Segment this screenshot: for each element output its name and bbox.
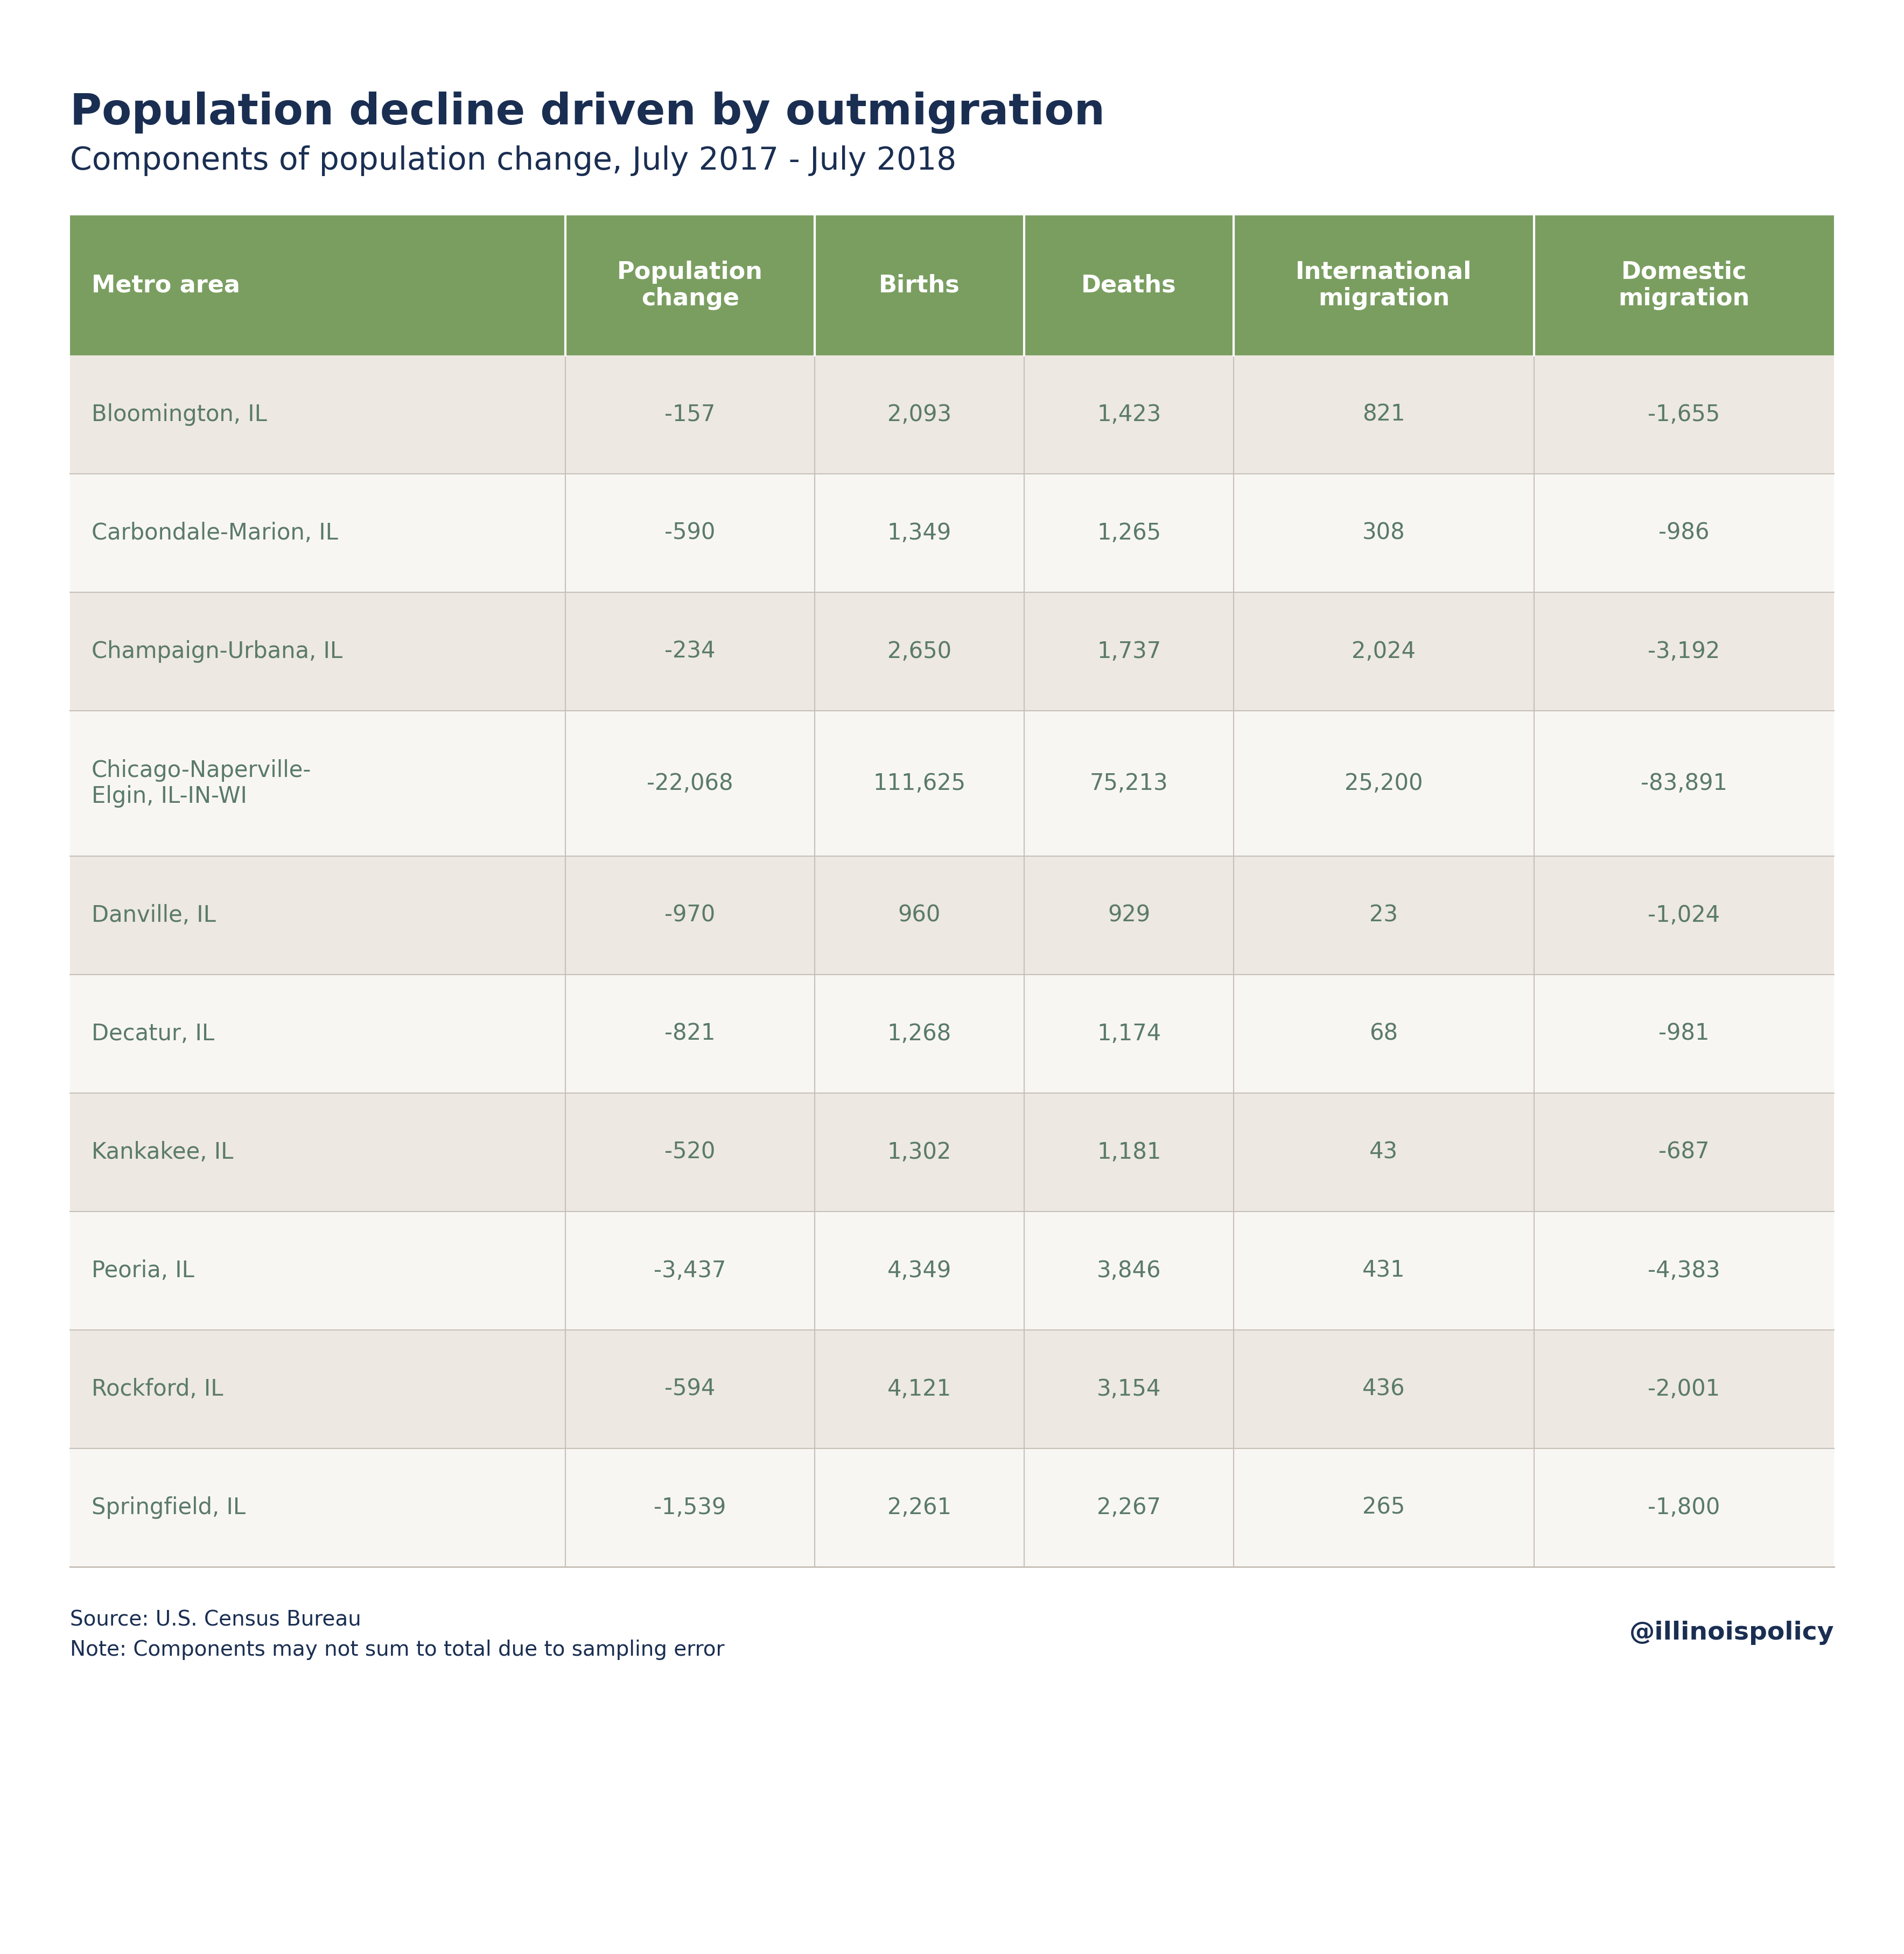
Text: Domestic
migration: Domestic migration (1618, 260, 1750, 311)
Text: Source: U.S. Census Bureau: Source: U.S. Census Bureau (70, 1610, 362, 1630)
Text: 960: 960 (899, 905, 941, 926)
Bar (70, 215, 565, 356)
Text: 1,268: 1,268 (887, 1022, 952, 1045)
Text: Note: Components may not sum to total due to sampling error: Note: Components may not sum to total du… (70, 1639, 725, 1661)
Text: 1,737: 1,737 (1097, 641, 1161, 662)
Bar (70, 592, 1834, 711)
Bar (70, 473, 1834, 592)
Text: -3,192: -3,192 (1647, 641, 1719, 662)
Text: Population
change: Population change (617, 260, 764, 311)
Text: 4,121: 4,121 (887, 1378, 952, 1401)
Text: Decatur, IL: Decatur, IL (91, 1022, 215, 1045)
Text: -1,800: -1,800 (1647, 1497, 1719, 1518)
Bar (1535, 215, 1834, 356)
Bar (815, 215, 1024, 356)
Text: Kankakee, IL: Kankakee, IL (91, 1141, 234, 1163)
Text: Bloomington, IL: Bloomington, IL (91, 403, 267, 426)
Text: -1,655: -1,655 (1647, 403, 1719, 426)
Text: 68: 68 (1369, 1022, 1398, 1045)
Text: 4,349: 4,349 (887, 1260, 952, 1282)
Text: Deaths: Deaths (1081, 274, 1177, 297)
Bar (1234, 215, 1535, 356)
Text: -687: -687 (1658, 1141, 1710, 1163)
Text: -83,891: -83,891 (1641, 772, 1727, 795)
Bar (70, 356, 1834, 473)
Text: 2,093: 2,093 (887, 403, 952, 426)
Text: -821: -821 (664, 1022, 716, 1045)
Text: 1,174: 1,174 (1097, 1022, 1161, 1045)
Text: Metro area: Metro area (91, 274, 240, 297)
Text: -970: -970 (664, 905, 716, 926)
Bar (70, 856, 1834, 975)
Bar (70, 1331, 1834, 1448)
Text: Champaign-Urbana, IL: Champaign-Urbana, IL (91, 641, 343, 662)
Text: Danville, IL: Danville, IL (91, 905, 215, 926)
Bar (70, 1092, 1834, 1211)
Text: Chicago-Naperville-
Elgin, IL-IN-WI: Chicago-Naperville- Elgin, IL-IN-WI (91, 758, 312, 807)
Text: 1,265: 1,265 (1097, 522, 1161, 545)
Text: 2,267: 2,267 (1097, 1497, 1161, 1518)
Text: -3,437: -3,437 (653, 1260, 725, 1282)
Text: 2,024: 2,024 (1352, 641, 1417, 662)
Text: 25,200: 25,200 (1344, 772, 1422, 795)
Text: 3,846: 3,846 (1097, 1260, 1161, 1282)
Bar (70, 1211, 1834, 1331)
Text: -1,539: -1,539 (653, 1497, 725, 1518)
Text: 821: 821 (1363, 403, 1405, 426)
Text: -157: -157 (664, 403, 716, 426)
Text: 1,302: 1,302 (887, 1141, 952, 1163)
Text: -1,024: -1,024 (1647, 905, 1719, 926)
Text: Population decline driven by outmigration: Population decline driven by outmigratio… (70, 92, 1104, 133)
Text: 929: 929 (1108, 905, 1150, 926)
Text: 23: 23 (1369, 905, 1398, 926)
Text: Carbondale-Marion, IL: Carbondale-Marion, IL (91, 522, 339, 545)
Text: -234: -234 (664, 641, 716, 662)
Text: -986: -986 (1658, 522, 1710, 545)
Text: -981: -981 (1658, 1022, 1710, 1045)
Text: -22,068: -22,068 (647, 772, 733, 795)
Text: 1,423: 1,423 (1097, 403, 1161, 426)
Text: 43: 43 (1369, 1141, 1398, 1163)
Text: 75,213: 75,213 (1089, 772, 1169, 795)
Bar (565, 215, 815, 356)
Text: 111,625: 111,625 (874, 772, 965, 795)
Text: Peoria, IL: Peoria, IL (91, 1260, 194, 1282)
Bar (70, 975, 1834, 1092)
Text: International
migration: International migration (1295, 260, 1472, 311)
Text: -590: -590 (664, 522, 716, 545)
Text: 3,154: 3,154 (1097, 1378, 1161, 1401)
Text: Springfield, IL: Springfield, IL (91, 1497, 246, 1518)
Bar (70, 1448, 1834, 1567)
Text: 1,181: 1,181 (1097, 1141, 1161, 1163)
Text: 1,349: 1,349 (887, 522, 952, 545)
Text: -4,383: -4,383 (1647, 1260, 1719, 1282)
Text: 2,650: 2,650 (887, 641, 952, 662)
Text: 436: 436 (1363, 1378, 1405, 1401)
Text: 265: 265 (1363, 1497, 1405, 1518)
Text: -2,001: -2,001 (1647, 1378, 1719, 1401)
Text: Rockford, IL: Rockford, IL (91, 1378, 223, 1401)
Bar (70, 711, 1834, 856)
Text: Components of population change, July 2017 - July 2018: Components of population change, July 20… (70, 145, 956, 176)
Text: @illinoispolicy: @illinoispolicy (1630, 1620, 1834, 1645)
Text: Births: Births (880, 274, 960, 297)
Text: 308: 308 (1363, 522, 1405, 545)
Text: 431: 431 (1363, 1260, 1405, 1282)
Text: -520: -520 (664, 1141, 716, 1163)
Text: 2,261: 2,261 (887, 1497, 952, 1518)
Bar (1024, 215, 1234, 356)
Text: -594: -594 (664, 1378, 716, 1401)
